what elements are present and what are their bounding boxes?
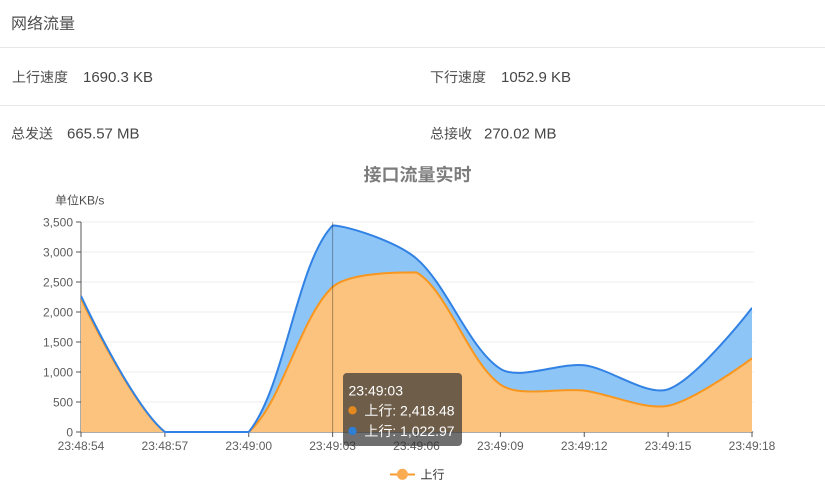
- svg-text:23:49:12: 23:49:12: [561, 439, 608, 453]
- svg-text:270.02 MB: 270.02 MB: [484, 126, 557, 143]
- svg-text:1690.3 KB: 1690.3 KB: [83, 69, 153, 86]
- svg-text:2,500: 2,500: [43, 275, 73, 289]
- svg-text:23:49:09: 23:49:09: [477, 439, 524, 453]
- svg-text:1,000: 1,000: [43, 365, 73, 379]
- svg-text:23:49:03: 23:49:03: [349, 382, 404, 398]
- svg-text:23:49:15: 23:49:15: [645, 439, 692, 453]
- svg-text:665.57 MB: 665.57 MB: [67, 126, 140, 143]
- svg-text:1052.9 KB: 1052.9 KB: [501, 69, 571, 86]
- svg-text:: 1,022.97: : 1,022.97: [388, 423, 454, 439]
- svg-text:23:48:54: 23:48:54: [58, 439, 105, 453]
- svg-text:3,000: 3,000: [43, 245, 73, 259]
- svg-text:500: 500: [53, 395, 73, 409]
- svg-text:3,500: 3,500: [43, 215, 73, 229]
- svg-text:KB/s: KB/s: [79, 194, 104, 208]
- svg-text:2,000: 2,000: [43, 305, 73, 319]
- svg-text:23:49:18: 23:49:18: [729, 439, 776, 453]
- svg-text:0: 0: [66, 425, 73, 439]
- svg-text:1,500: 1,500: [43, 335, 73, 349]
- svg-text:: 2,418.48: : 2,418.48: [388, 402, 454, 418]
- svg-text:23:49:00: 23:49:00: [225, 439, 272, 453]
- svg-text:23:48:57: 23:48:57: [142, 439, 189, 453]
